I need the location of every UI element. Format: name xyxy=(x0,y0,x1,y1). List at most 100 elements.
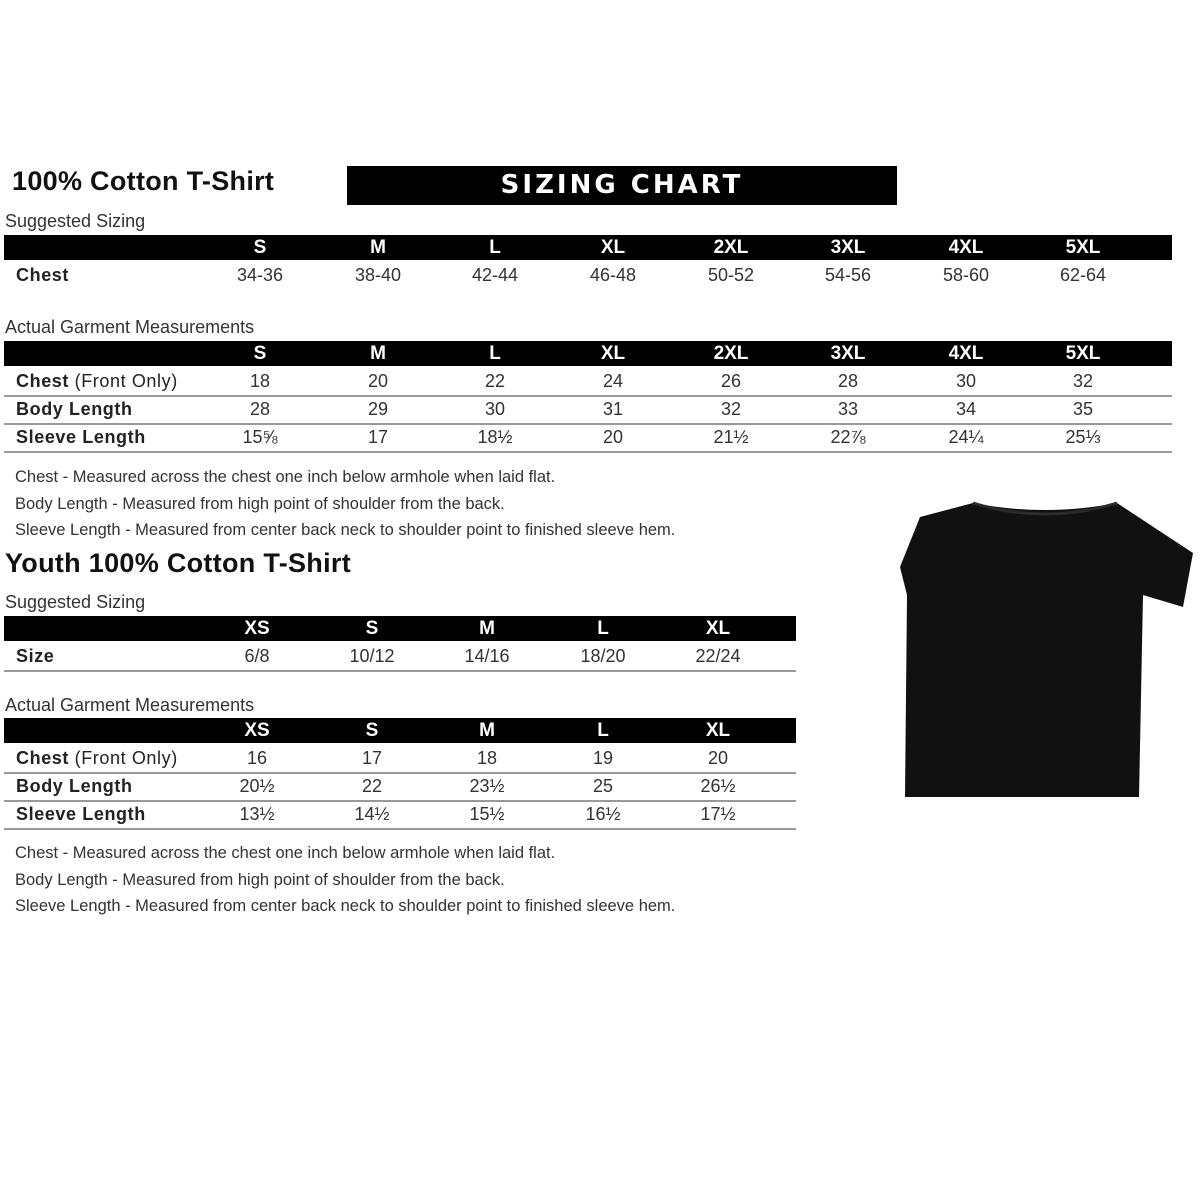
row-label: Sleeve Length xyxy=(16,800,146,828)
table-cell: 18 xyxy=(249,371,271,391)
table-cell: 23½ xyxy=(469,776,505,796)
measurement-note: Sleeve Length - Measured from center bac… xyxy=(15,897,676,915)
table-cell: 20½ xyxy=(239,776,275,796)
table-cell: 18/20 xyxy=(580,646,626,666)
table-cell: 6/8 xyxy=(244,646,270,666)
size-header: 3XL xyxy=(830,237,866,258)
table-cell: 22⅞ xyxy=(830,427,866,447)
row-label: Chest (Front Only) xyxy=(16,367,178,395)
table-cell: 17½ xyxy=(700,804,736,824)
table-cell: 16 xyxy=(246,748,268,768)
size-header-bar: XS S M L XL xyxy=(4,718,796,743)
table-cell: 33 xyxy=(837,399,859,419)
table-cell: 22 xyxy=(484,371,506,391)
table-cell: 25 xyxy=(592,776,614,796)
table-cell: 58-60 xyxy=(942,265,990,285)
row-label-text: Size xyxy=(16,646,55,666)
measurement-note: Sleeve Length - Measured from center bac… xyxy=(15,521,676,539)
table-cell: 20 xyxy=(367,371,389,391)
adult-title: 100% Cotton T-Shirt xyxy=(12,166,275,196)
row-label: Sleeve Length xyxy=(16,423,146,451)
row-label-extra: (Front Only) xyxy=(69,748,178,768)
table-cell: 13½ xyxy=(239,804,275,824)
size-header: 3XL xyxy=(830,343,866,364)
table-cell: 34-36 xyxy=(236,265,284,285)
youth-suggested-table: XS S M L XL Size 6/8 10/12 14/16 18/20 22/24 xyxy=(4,616,796,672)
row-label-text: Body Length xyxy=(16,776,133,796)
table-cell: 21½ xyxy=(713,427,749,447)
table-cell: 18 xyxy=(476,748,498,768)
table-cell: 28 xyxy=(249,399,271,419)
row-label: Size xyxy=(16,642,54,670)
table-cell: 14½ xyxy=(354,804,390,824)
size-header: XL xyxy=(705,720,731,741)
row-label-text: Chest xyxy=(16,371,70,391)
sizing-chart-banner: SIZING CHART xyxy=(347,166,897,205)
table-row: Chest (Front Only) 18 20 22 24 26 28 30 32 xyxy=(4,367,1172,397)
youth-title: Youth 100% Cotton T-Shirt xyxy=(5,548,351,578)
size-header: XS xyxy=(244,618,270,639)
row-label: Body Length xyxy=(16,772,133,800)
size-header: 2XL xyxy=(713,237,749,258)
measurement-note: Chest - Measured across the chest one in… xyxy=(15,844,556,862)
size-header-bar: S M L XL 2XL 3XL 4XL 5XL xyxy=(4,341,1172,366)
table-cell: 20 xyxy=(707,748,729,768)
table-cell: 54-56 xyxy=(824,265,872,285)
table-cell: 62-64 xyxy=(1059,265,1107,285)
table-cell: 22/24 xyxy=(695,646,741,666)
table-cell: 15⅝ xyxy=(242,427,278,447)
table-cell: 50-52 xyxy=(707,265,755,285)
table-cell: 32 xyxy=(720,399,742,419)
table-cell: 24¼ xyxy=(948,427,984,447)
table-cell: 19 xyxy=(592,748,614,768)
row-label-text: Sleeve Length xyxy=(16,804,146,824)
table-cell: 28 xyxy=(837,371,859,391)
measurement-note: Body Length - Measured from high point o… xyxy=(15,494,505,513)
row-label-text: Body Length xyxy=(16,399,133,419)
table-row: Chest 34-36 38-40 42-44 46-48 50-52 54-56 58-60… xyxy=(4,261,1172,289)
table-cell: 14/16 xyxy=(464,646,510,666)
size-header: M xyxy=(370,237,386,258)
table-cell: 22 xyxy=(361,776,383,796)
youth-suggested-label: Suggested Sizing xyxy=(5,592,146,612)
size-header: S xyxy=(253,343,267,364)
row-label: Body Length xyxy=(16,395,133,423)
table-cell: 32 xyxy=(1072,371,1094,391)
size-header: XL xyxy=(705,618,731,639)
size-header: XL xyxy=(600,343,626,364)
size-header: S xyxy=(365,720,379,741)
size-header: M xyxy=(479,618,495,639)
size-header: L xyxy=(597,618,609,639)
size-header: L xyxy=(597,720,609,741)
row-label-extra: (Front Only) xyxy=(69,371,178,391)
table-cell: 24 xyxy=(602,371,624,391)
table-row: Body Length 28 29 30 31 32 33 34 35 xyxy=(4,395,1172,425)
adult-actual-label: Actual Garment Measurements xyxy=(5,317,255,337)
size-header: XL xyxy=(600,237,626,258)
row-label: Chest (Front Only) xyxy=(16,744,178,772)
size-header: 5XL xyxy=(1065,237,1101,258)
size-header-bar: S M L XL 2XL 3XL 4XL 5XL xyxy=(4,235,1172,260)
size-header: L xyxy=(489,343,501,364)
row-label-text: Chest xyxy=(16,748,70,768)
table-cell: 31 xyxy=(602,399,624,419)
table-cell: 15½ xyxy=(469,804,505,824)
table-row: Body Length 20½ 22 23½ 25 26½ xyxy=(4,772,796,802)
black-tshirt-icon xyxy=(900,501,1193,797)
table-cell: 16½ xyxy=(585,804,621,824)
table-row: Chest (Front Only) 16 17 18 19 20 xyxy=(4,744,796,774)
row-label-text: Sleeve Length xyxy=(16,427,146,447)
table-cell: 30 xyxy=(484,399,506,419)
table-cell: 20 xyxy=(602,427,624,447)
size-header: XS xyxy=(244,720,270,741)
table-cell: 17 xyxy=(361,748,383,768)
table-cell: 25⅓ xyxy=(1065,427,1101,447)
table-cell: 46-48 xyxy=(589,265,637,285)
adult-suggested-table: S M L XL 2XL 3XL 4XL 5XL Chest 34-36 38-40 42-44 46-… xyxy=(4,235,1172,285)
adult-suggested-label: Suggested Sizing xyxy=(5,211,146,231)
size-header: 2XL xyxy=(713,343,749,364)
table-cell: 26½ xyxy=(700,776,736,796)
table-cell: 18½ xyxy=(477,427,513,447)
table-cell: 26 xyxy=(720,371,742,391)
